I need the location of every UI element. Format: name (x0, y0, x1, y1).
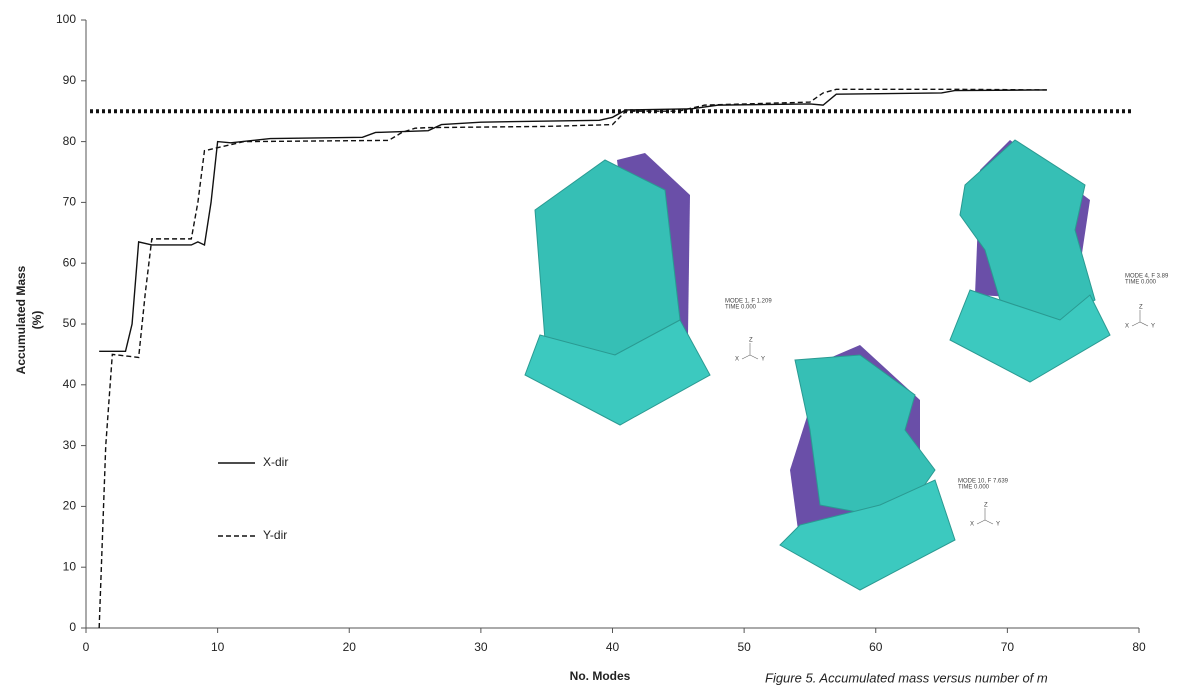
inset-label: TIME 0.000 (958, 485, 990, 491)
caption: Figure 5. Accumulated mass versus number… (765, 670, 1048, 685)
y-tick-label: 0 (69, 620, 76, 634)
x-tick-label: 40 (606, 640, 620, 654)
x-axis-title: No. Modes (570, 669, 631, 683)
triad-axis (750, 355, 758, 359)
y-tick-label: 30 (63, 438, 77, 452)
y-tick-label: 70 (63, 195, 77, 209)
fe-model-insets (525, 140, 1110, 590)
x-tick-label: 50 (737, 640, 751, 654)
y-tick-label: 20 (63, 499, 77, 513)
triad-axis (1140, 322, 1148, 326)
triad-label: Y (996, 522, 1000, 528)
y-tick-label: 10 (63, 559, 77, 573)
x-tick-label: 80 (1132, 640, 1146, 654)
y-axis-title: (%) (30, 311, 44, 330)
triad-label: X (970, 522, 974, 528)
triad-label: Y (761, 357, 765, 363)
triad-axis (742, 355, 750, 359)
inset-label: TIME 0.000 (725, 305, 757, 311)
triad-label: X (1125, 324, 1129, 330)
triad-label: Z (984, 503, 988, 509)
model-body (535, 160, 680, 355)
triad-axis (1132, 322, 1140, 326)
y-tick-label: 90 (63, 73, 77, 87)
x-tick-label: 0 (83, 640, 90, 654)
x-tick-label: 30 (474, 640, 488, 654)
y-axis-title: Accumulated Mass (14, 265, 28, 374)
y-tick-label: 100 (56, 12, 76, 26)
x-tick-label: 20 (343, 640, 357, 654)
legend-label: Y-dir (263, 528, 287, 542)
triad-label: X (735, 357, 739, 363)
y-tick-label: 40 (63, 377, 77, 391)
x-tick-label: 10 (211, 640, 225, 654)
triad-label: Z (1139, 305, 1143, 311)
legend-label: X-dir (263, 455, 288, 469)
triad-label: Z (749, 338, 753, 344)
triad-axis (977, 520, 985, 524)
chart: 0 10 20 30 40 50 60 70 80 90 100 0 10 20 30 40 50 60 70 80 N… (0, 0, 1179, 688)
triad-label: Y (1151, 324, 1155, 330)
y-tick-label: 80 (63, 134, 77, 148)
y-tick-label: 60 (63, 255, 77, 269)
y-tick-label: 50 (63, 316, 77, 330)
x-tick-label: 60 (869, 640, 883, 654)
triad-axis (985, 520, 993, 524)
x-tick-label: 70 (1001, 640, 1015, 654)
inset-label: TIME 0.000 (1125, 280, 1157, 286)
